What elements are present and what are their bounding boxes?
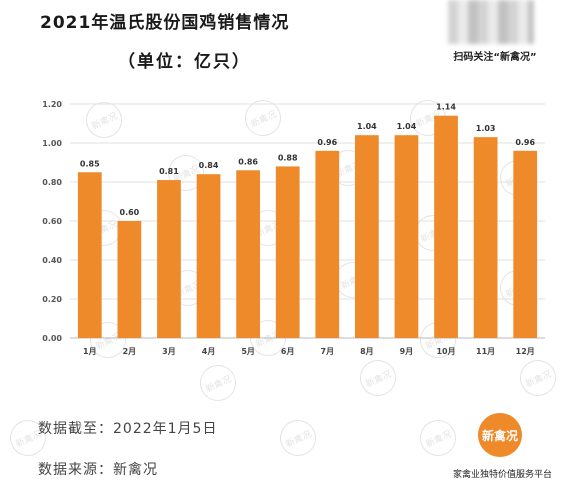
x-tick-label: 12月 bbox=[516, 347, 535, 356]
x-tick-label: 1月 bbox=[83, 347, 97, 356]
x-tick-label: 2月 bbox=[123, 347, 137, 356]
bar bbox=[196, 174, 221, 338]
bar bbox=[473, 137, 498, 338]
data-label: 0.81 bbox=[159, 167, 179, 176]
qr-caption: 扫码关注“新禽况” bbox=[453, 52, 537, 63]
bar bbox=[236, 170, 260, 338]
y-tick-label: 0.00 bbox=[42, 334, 62, 343]
chart-title: 2021年温氏股份国鸡销售情况 bbox=[40, 13, 290, 33]
data-label: 1.04 bbox=[397, 122, 417, 131]
chart-subtitle: （单位：亿只） bbox=[118, 52, 251, 72]
data-label: 0.96 bbox=[515, 138, 535, 147]
data-label: 0.85 bbox=[80, 159, 100, 168]
qr-code-image bbox=[448, 0, 534, 44]
data-label: 1.04 bbox=[357, 122, 377, 131]
x-tick-label: 9月 bbox=[400, 347, 414, 356]
x-tick-label: 11月 bbox=[476, 347, 495, 356]
data-label: 0.60 bbox=[120, 208, 140, 217]
bar bbox=[117, 221, 142, 338]
y-tick-label: 0.40 bbox=[42, 256, 62, 265]
bar bbox=[315, 150, 340, 338]
y-tick-label: 1.20 bbox=[42, 100, 62, 109]
bar bbox=[355, 135, 379, 338]
bar bbox=[77, 172, 102, 338]
bar bbox=[275, 166, 300, 338]
brand-logo: 新禽况 bbox=[478, 413, 522, 457]
bar bbox=[434, 115, 458, 338]
x-tick-label: 10月 bbox=[436, 347, 455, 356]
x-tick-label: 3月 bbox=[162, 347, 176, 356]
bar bbox=[394, 135, 419, 338]
y-tick-label: 0.20 bbox=[42, 295, 62, 304]
data-label: 1.14 bbox=[436, 103, 456, 112]
data-label: 0.96 bbox=[317, 138, 337, 147]
bar bbox=[513, 150, 538, 338]
x-tick-label: 6月 bbox=[281, 347, 295, 356]
y-tick-label: 0.80 bbox=[42, 178, 62, 187]
x-tick-label: 7月 bbox=[321, 347, 335, 356]
x-tick-label: 4月 bbox=[202, 347, 216, 356]
data-label: 1.03 bbox=[476, 124, 496, 133]
x-tick-label: 8月 bbox=[360, 347, 374, 356]
x-tick-label: 5月 bbox=[241, 347, 255, 356]
data-label: 0.84 bbox=[199, 161, 219, 170]
data-label: 0.86 bbox=[238, 157, 258, 166]
data-cutoff-date: 数据截至：2022年1月5日 bbox=[38, 421, 218, 437]
bar bbox=[157, 180, 181, 338]
brand-tagline: 家禽业独特价值服务平台 bbox=[452, 470, 552, 480]
data-source: 数据来源：新禽况 bbox=[38, 462, 158, 478]
y-tick-label: 1.00 bbox=[42, 139, 62, 148]
data-label: 0.88 bbox=[278, 153, 298, 162]
y-tick-label: 0.60 bbox=[42, 217, 62, 226]
